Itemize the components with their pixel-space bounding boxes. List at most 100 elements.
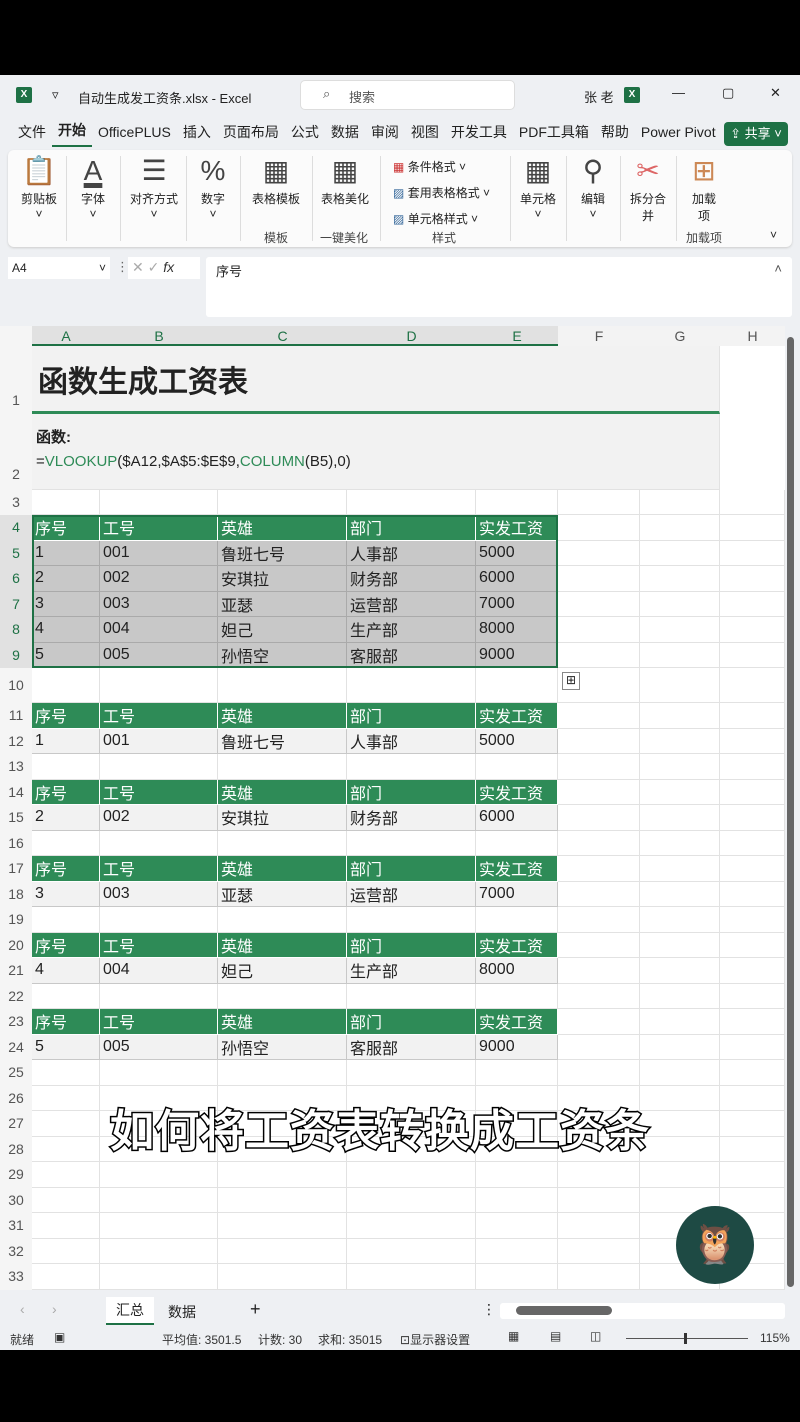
cell[interactable] xyxy=(558,515,640,541)
cell[interactable] xyxy=(640,958,720,984)
close-button[interactable]: ✕ xyxy=(770,85,781,100)
slip-cell[interactable]: 运营部 xyxy=(347,881,476,907)
row-header-15[interactable]: 15 xyxy=(0,805,32,831)
cell[interactable] xyxy=(32,1238,100,1264)
row-header-4[interactable]: 4 xyxy=(0,515,32,541)
ribbon-tab[interactable]: 帮助 xyxy=(600,124,629,140)
cells-button[interactable]: ▦ 单元格 ˅ xyxy=(514,150,562,221)
row-header-13[interactable]: 13 xyxy=(0,754,32,780)
row-header-11[interactable]: 11 xyxy=(0,703,32,729)
cell[interactable] xyxy=(640,830,720,856)
cell[interactable] xyxy=(558,805,640,831)
ribbon-tab[interactable]: 公式 xyxy=(290,124,319,140)
slip-header-cell[interactable]: 实发工资 xyxy=(476,703,558,729)
cell[interactable] xyxy=(640,881,720,907)
cell[interactable] xyxy=(32,754,100,780)
table-header-cell[interactable]: 序号 xyxy=(32,515,100,541)
cell[interactable] xyxy=(476,1060,558,1086)
cell[interactable] xyxy=(347,754,476,780)
table-header-cell[interactable]: 实发工资 xyxy=(476,515,558,541)
cell[interactable] xyxy=(32,907,100,933)
ribbon-tab[interactable]: 开始 xyxy=(52,117,92,147)
cell[interactable] xyxy=(476,830,558,856)
cell[interactable] xyxy=(32,1136,100,1162)
cell[interactable] xyxy=(476,1085,558,1111)
cell[interactable] xyxy=(720,907,785,933)
cell[interactable] xyxy=(558,728,640,754)
column-header-A[interactable]: A xyxy=(32,326,100,346)
cell[interactable] xyxy=(32,983,100,1009)
cell[interactable] xyxy=(558,1136,640,1162)
cell[interactable] xyxy=(558,1264,640,1290)
slip-cell[interactable]: 3 xyxy=(32,881,100,907)
cell[interactable] xyxy=(218,668,347,703)
cell[interactable] xyxy=(32,668,100,703)
cell[interactable] xyxy=(476,1238,558,1264)
cell[interactable] xyxy=(100,1238,218,1264)
slip-cell[interactable]: 财务部 xyxy=(347,805,476,831)
slip-cell[interactable]: 5000 xyxy=(476,728,558,754)
row-header-9[interactable]: 9 xyxy=(0,642,32,668)
column-header-D[interactable]: D xyxy=(347,326,476,346)
table-cell[interactable]: 运营部 xyxy=(347,591,476,617)
cell[interactable] xyxy=(558,1111,640,1137)
minimize-button[interactable]: — xyxy=(672,85,685,100)
cell[interactable] xyxy=(476,1213,558,1239)
cell[interactable] xyxy=(720,668,785,703)
cell[interactable] xyxy=(640,703,720,729)
cell[interactable] xyxy=(100,1213,218,1239)
vertical-scrollbar[interactable] xyxy=(787,337,794,1287)
cell[interactable] xyxy=(558,566,640,592)
cell[interactable] xyxy=(218,1264,347,1290)
cell[interactable] xyxy=(218,983,347,1009)
column-header-F[interactable]: F xyxy=(558,326,640,346)
slip-header-cell[interactable]: 序号 xyxy=(32,932,100,958)
cell[interactable] xyxy=(100,983,218,1009)
slip-header-cell[interactable]: 序号 xyxy=(32,856,100,882)
cell[interactable] xyxy=(347,983,476,1009)
cell[interactable] xyxy=(640,1060,720,1086)
zoom-slider[interactable] xyxy=(626,1333,748,1344)
table-cell[interactable]: 3 xyxy=(32,591,100,617)
row-header-14[interactable]: 14 xyxy=(0,779,32,805)
quick-access-icon[interactable]: ▿ xyxy=(52,87,59,102)
cell[interactable] xyxy=(100,668,218,703)
cell[interactable] xyxy=(32,830,100,856)
addin-button[interactable]: ⊞ 加载项 xyxy=(680,150,728,224)
cell[interactable] xyxy=(720,1238,785,1264)
prev-sheet-icon[interactable]: ‹ xyxy=(20,1301,25,1317)
slip-header-cell[interactable]: 实发工资 xyxy=(476,932,558,958)
cell[interactable] xyxy=(720,728,785,754)
cell[interactable] xyxy=(640,728,720,754)
slip-cell[interactable]: 002 xyxy=(100,805,218,831)
cell[interactable] xyxy=(100,1187,218,1213)
cell[interactable] xyxy=(640,805,720,831)
cell[interactable] xyxy=(476,983,558,1009)
cell[interactable] xyxy=(640,1136,720,1162)
cell[interactable] xyxy=(558,1213,640,1239)
row-header-6[interactable]: 6 xyxy=(0,566,32,592)
cell[interactable] xyxy=(640,1111,720,1137)
row-header-25[interactable]: 25 xyxy=(0,1060,32,1086)
cell[interactable] xyxy=(558,617,640,643)
cell[interactable] xyxy=(640,1034,720,1060)
table-cell[interactable]: 001 xyxy=(100,540,218,566)
add-sheet-icon[interactable]: + xyxy=(250,1299,261,1319)
edit-button[interactable]: ⚲ 编辑 ˅ xyxy=(570,150,616,221)
cell[interactable] xyxy=(558,1009,640,1035)
cell[interactable] xyxy=(558,1085,640,1111)
slip-header-cell[interactable]: 工号 xyxy=(100,779,218,805)
maximize-button[interactable]: ▢ xyxy=(722,85,735,100)
slip-header-cell[interactable]: 序号 xyxy=(32,703,100,729)
conditional-format-button[interactable]: ▦ 条件格式 ˅ xyxy=(393,160,467,174)
column-header-E[interactable]: E xyxy=(476,326,558,346)
slip-cell[interactable]: 001 xyxy=(100,728,218,754)
ribbon-tab[interactable]: 文件 xyxy=(18,124,46,140)
row-header-18[interactable]: 18 xyxy=(0,881,32,907)
cell[interactable] xyxy=(640,907,720,933)
cell[interactable] xyxy=(218,1136,347,1162)
slip-header-cell[interactable]: 部门 xyxy=(347,1009,476,1035)
slip-header-cell[interactable]: 部门 xyxy=(347,703,476,729)
cell[interactable] xyxy=(218,1213,347,1239)
row-header-29[interactable]: 29 xyxy=(0,1162,32,1188)
